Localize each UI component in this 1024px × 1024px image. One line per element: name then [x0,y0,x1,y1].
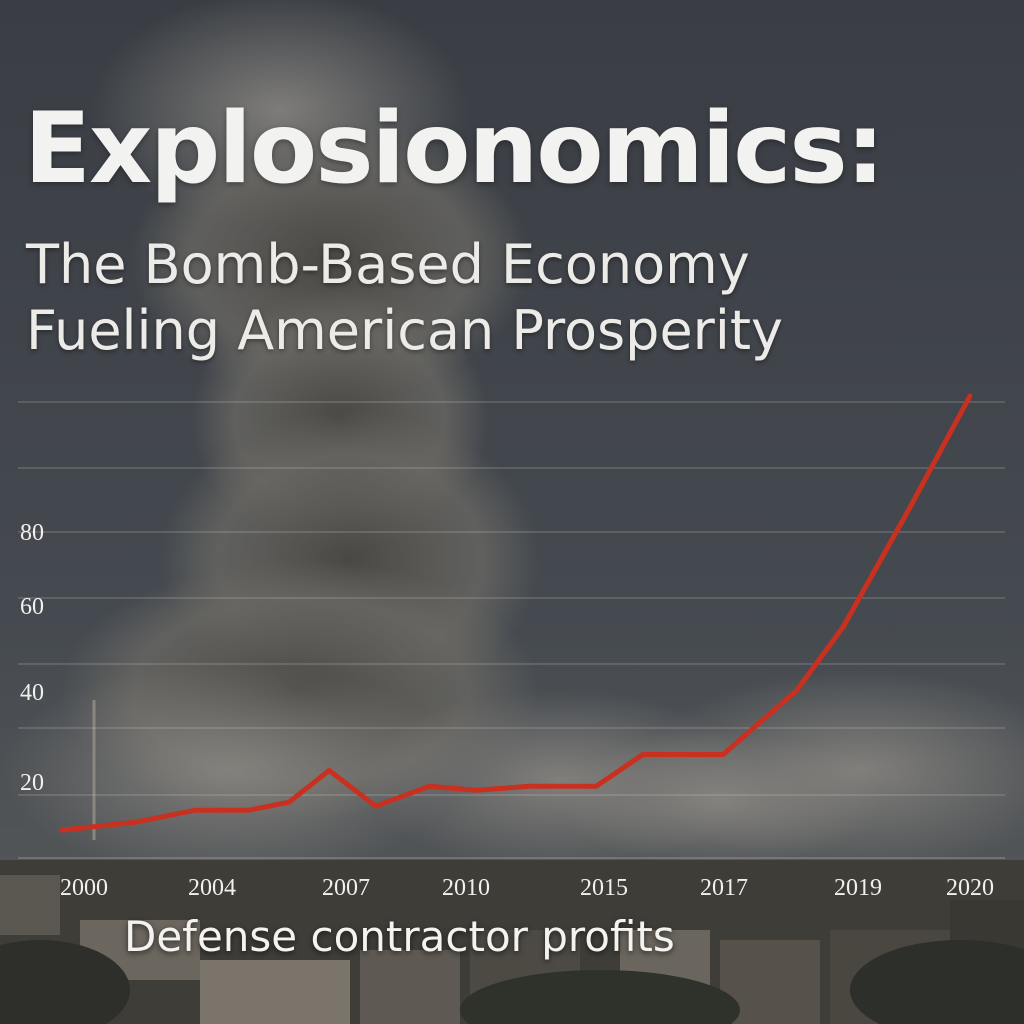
page-subtitle: The Bomb-Based Economy Fueling American … [26,233,784,362]
x-tick-label: 2004 [188,875,236,901]
y-tick-label: 80 [20,520,44,546]
y-axis-tick-labels: 20 40 60 80 [20,520,44,796]
chart-caption: Defense contractor profits [124,912,675,961]
series-line [59,393,973,833]
x-tick-label: 2007 [322,875,370,901]
series-group [59,393,973,833]
x-tick-label: 2010 [442,875,490,901]
x-tick-label: 2000 [60,875,108,901]
y-tick-label: 20 [20,770,44,796]
y-tick-label: 40 [20,680,44,706]
x-tick-label: 2019 [834,875,882,901]
y-tick-label: 60 [20,594,44,620]
x-tick-label: 2020 [946,875,994,901]
page-title: Explosionomics: [24,92,885,206]
x-tick-label: 2017 [700,875,748,901]
x-axis-tick-labels: 2000 2004 2007 2010 2015 2017 2019 2020 [60,875,994,901]
x-tick-label: 2015 [580,875,628,901]
gridlines [18,401,1005,859]
